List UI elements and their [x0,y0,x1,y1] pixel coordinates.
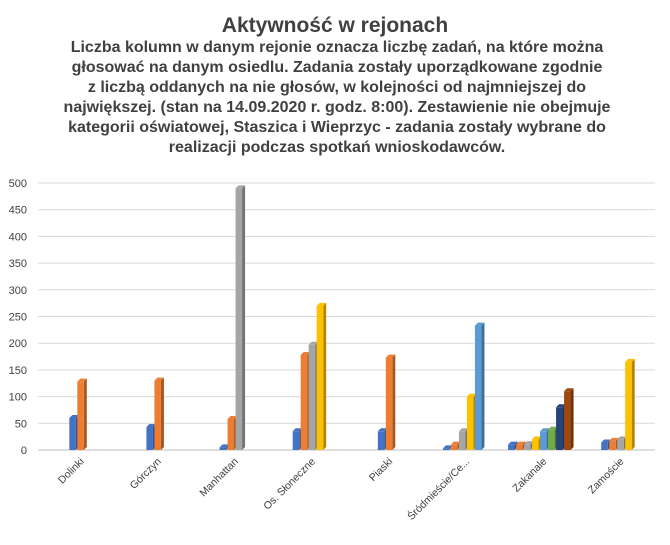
chart-title-block: Aktywność w rejonach Liczba kolumn w dan… [0,14,670,158]
bar-top [474,322,485,326]
bar [442,448,450,450]
bar-side [631,358,635,450]
y-tick-label: 50 [15,418,27,430]
bar [516,444,523,450]
bar [227,419,235,450]
bar-top [450,441,461,445]
bar [466,396,474,450]
bar-side [83,378,87,450]
bar-top [516,441,526,445]
bar [474,325,482,450]
bar [601,442,608,450]
bar-top [564,388,574,392]
chart-subtitle: Liczba kolumn w danym rejonie oznacza li… [63,39,611,156]
bar [540,431,547,450]
bar [508,444,515,450]
bar-top [532,436,542,440]
bar-side [392,354,396,450]
bar-top [617,436,627,440]
bar-top [77,378,87,382]
bar [69,417,76,450]
bar-top [548,426,558,430]
y-tick-label: 450 [9,205,27,217]
bar-top [601,439,611,443]
bar [219,447,227,450]
bar [146,427,153,450]
bar [625,361,632,450]
bar-top [609,437,619,441]
bar [385,357,393,450]
category-label: Śródmieście/Ce... [405,455,473,523]
bar-side [570,388,574,450]
bar [564,391,571,450]
y-tick-label: 400 [9,231,27,243]
bar [292,431,300,450]
bar [548,429,555,450]
y-tick-label: 200 [9,338,27,350]
category-label: Zakanale [510,456,549,495]
y-tick-label: 150 [9,365,27,377]
bar [524,444,531,450]
bar-top [316,302,327,306]
bar-top [466,393,477,397]
bar [458,431,466,450]
bar-top [458,428,469,432]
y-tick-label: 0 [21,445,27,457]
category-label: Dolinki [56,456,87,487]
bar-top [154,377,164,381]
bar [308,344,316,450]
bar [316,305,324,450]
bar-top [442,445,453,449]
bar-top [300,351,311,355]
bar-top [146,424,156,428]
bar [450,444,458,450]
y-tick-label: 300 [9,285,27,297]
bar-top [292,428,303,432]
bar-top [219,444,230,448]
y-tick-label: 100 [9,392,27,404]
bar-top [69,414,79,418]
category-label: Manhattan [197,456,241,500]
category-label: Piaski [367,456,395,484]
bar-top [227,416,238,420]
bar-side [242,185,246,450]
bar [556,407,563,450]
bar [617,439,624,450]
category-label: Zamoście [586,456,627,497]
y-tick-label: 500 [9,178,27,190]
bar [300,354,308,450]
bar [154,380,161,450]
bar-top [556,404,566,408]
bar [377,431,385,450]
bar-side [323,302,327,450]
y-tick-label: 350 [9,258,27,270]
y-tick-label: 250 [9,312,27,324]
bar-top [625,358,635,362]
category-label: Górczyn [128,456,164,492]
bar-top [540,428,550,432]
category-label: Os. Słoneczne [261,456,318,513]
bar-side [160,377,164,450]
bar-top [235,185,246,189]
bar-top [308,341,319,345]
bar-top [377,428,388,432]
bar-side [481,322,485,450]
bar [77,381,84,450]
chart-title: Aktywność w rejonach [221,14,449,37]
bar-top [385,354,396,358]
bar [532,439,539,450]
bar-top [508,441,518,445]
bar-top [524,441,534,445]
bar [235,188,243,450]
bar [609,440,616,450]
